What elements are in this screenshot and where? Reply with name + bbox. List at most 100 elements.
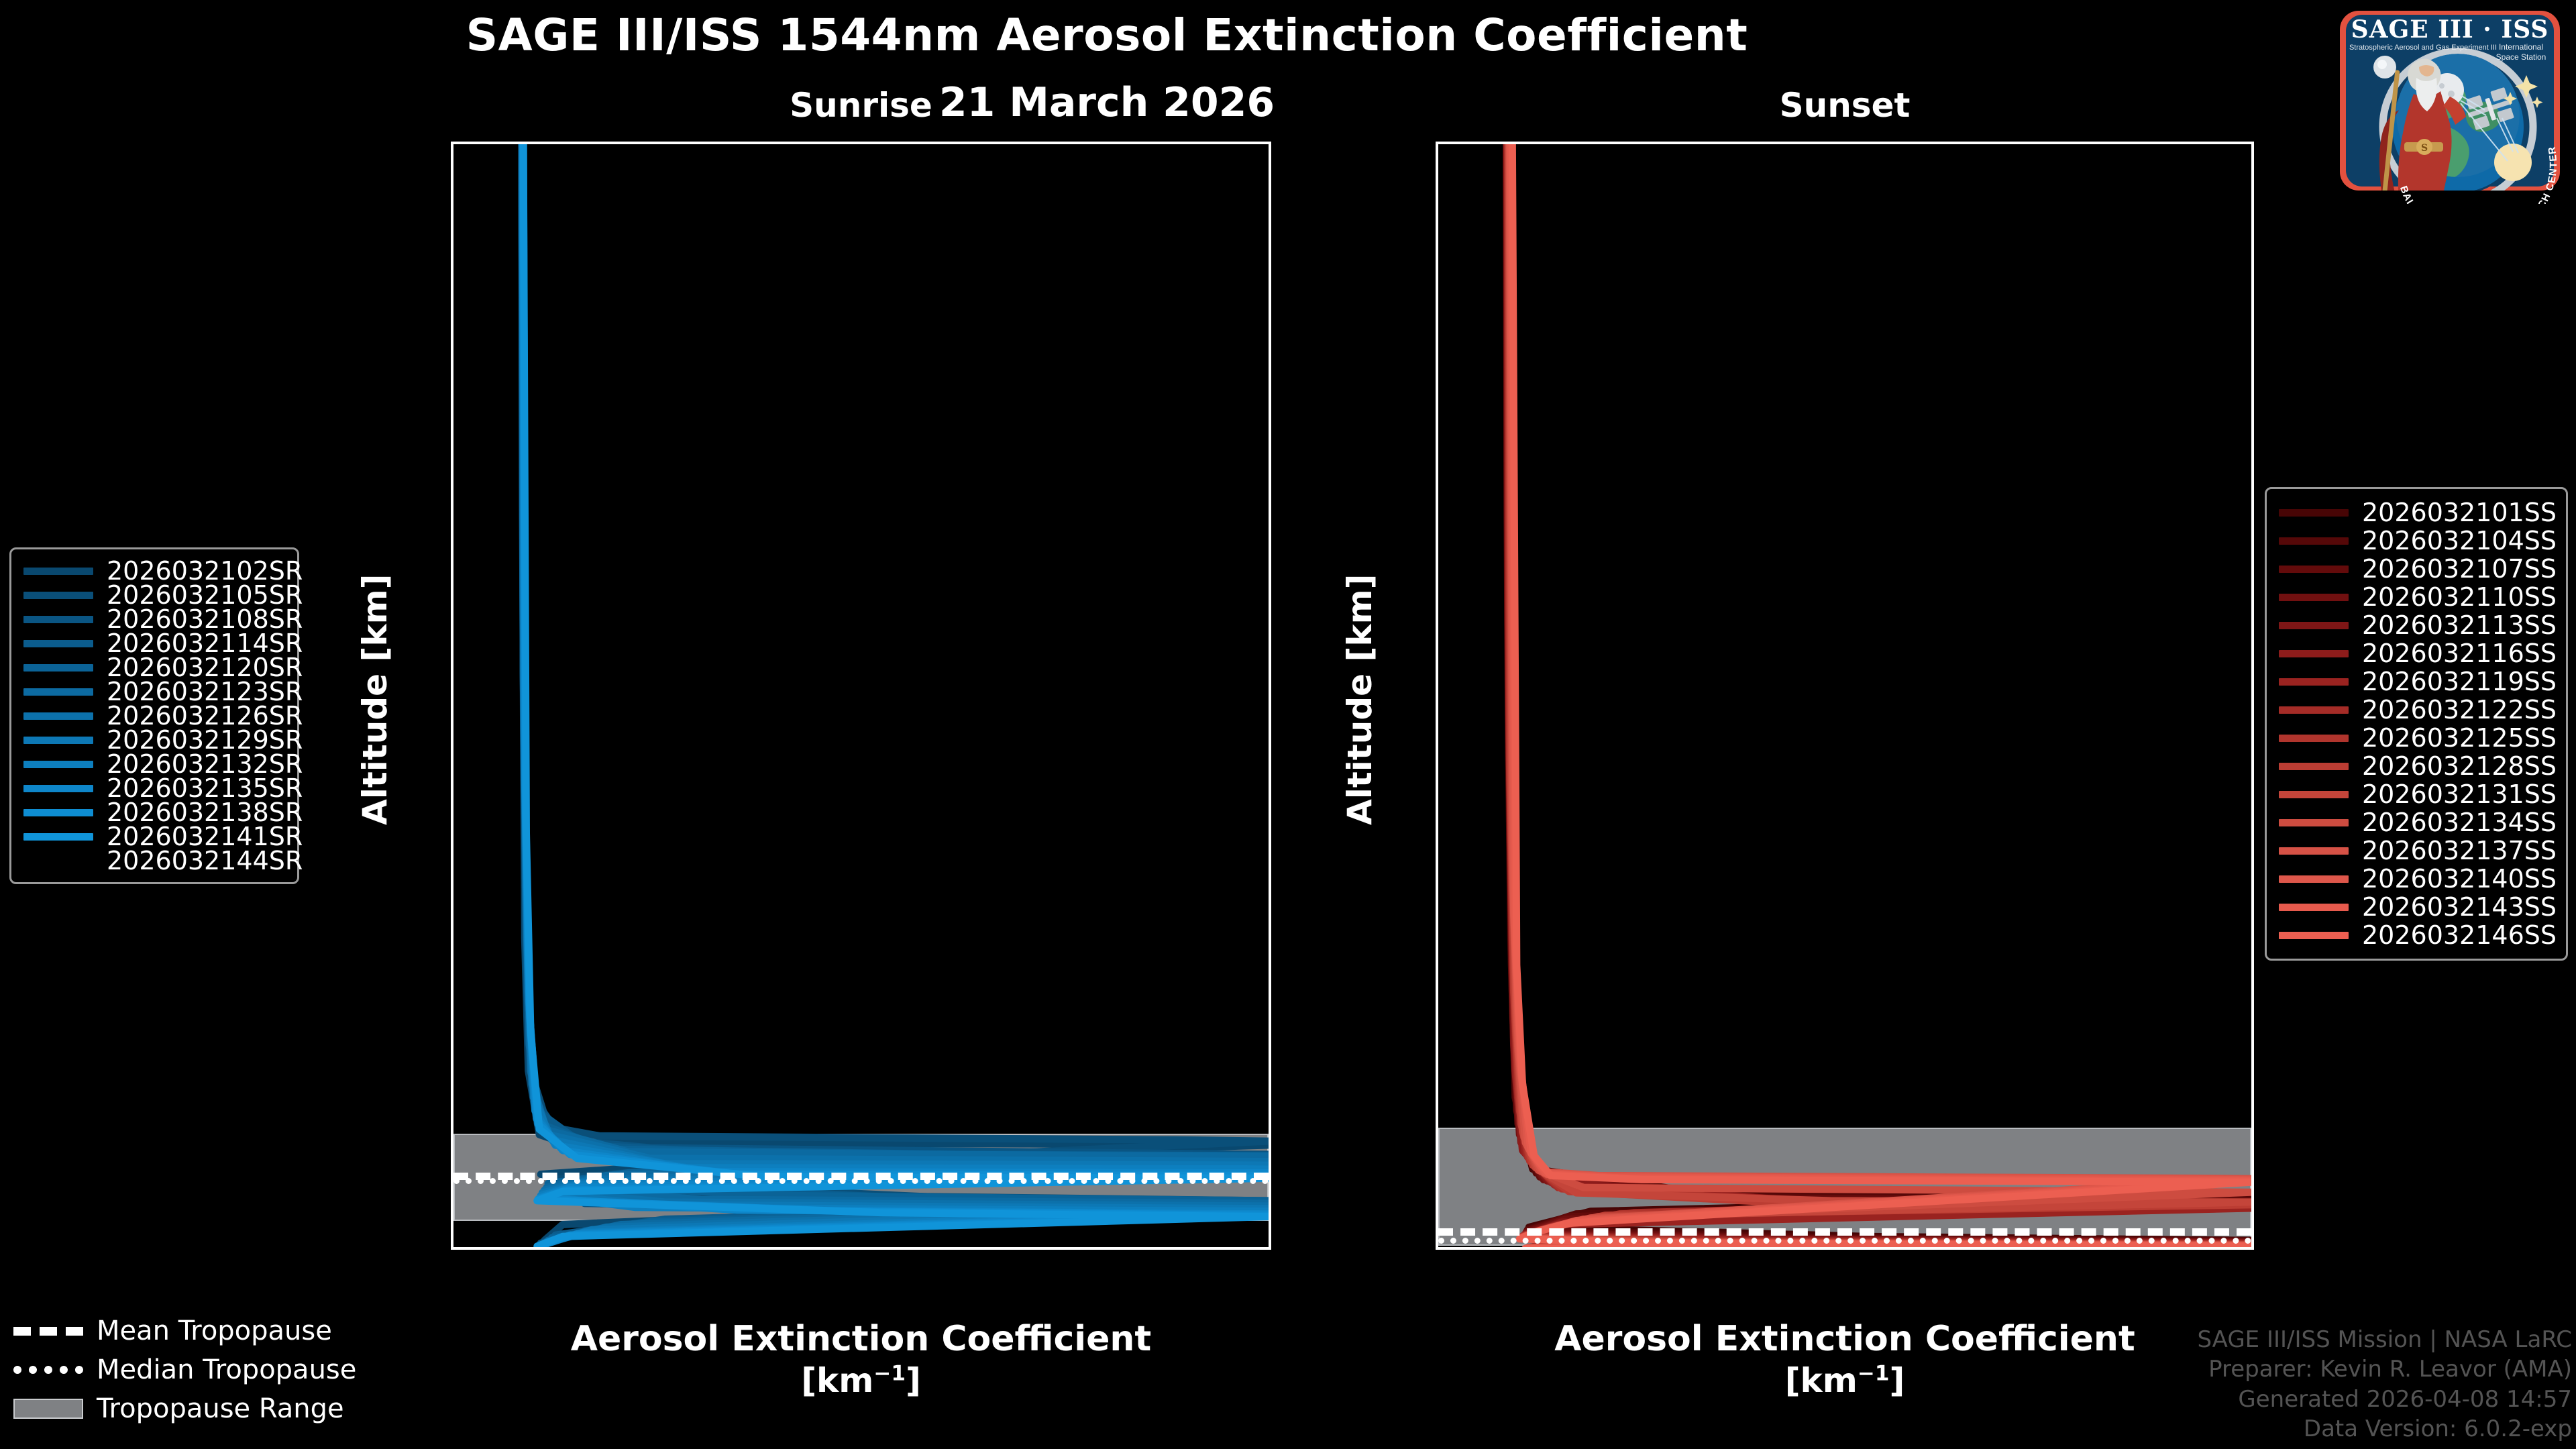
legend-item-label: 2026032104SS xyxy=(2362,526,2557,555)
series-line xyxy=(522,144,1269,1238)
legend-color-swatch xyxy=(23,833,93,841)
legend-item-label: 2026032146SS xyxy=(2362,920,2557,950)
x-axis-tick-mark xyxy=(1099,1247,1102,1250)
legend-tropopause-label: Tropopause Range xyxy=(97,1393,344,1424)
x-axis-label-sunset: Aerosol Extinction Coefficient [km−1] xyxy=(1436,1318,2254,1401)
series-line xyxy=(1509,144,2251,1247)
series-line xyxy=(523,144,1269,1246)
panel-title-sunset: Sunset xyxy=(1779,86,1911,125)
series-line xyxy=(522,144,1269,1235)
legend-sunset-item[interactable]: 2026032128SS xyxy=(2279,751,2557,781)
legend-color-swatch xyxy=(2279,734,2349,742)
legend-sunrise-item[interactable]: 2026032120SR xyxy=(23,655,303,680)
y-axis-tick-mark xyxy=(451,408,453,411)
legend-tropopause: Mean Tropopause Median Tropopause Tropopau… xyxy=(13,1311,356,1428)
legend-color-swatch xyxy=(2279,678,2349,686)
credits-line-4: Data Version: 6.0.2-exp xyxy=(2303,1415,2572,1442)
legend-sunrise-item[interactable]: 2026032126SR xyxy=(23,703,303,729)
legend-color-swatch xyxy=(2279,537,2349,545)
legend-color-swatch xyxy=(23,591,93,599)
legend-sunset-item[interactable]: 2026032101SS xyxy=(2279,498,2557,527)
legend-sunrise-item[interactable]: 2026032114SR xyxy=(23,631,303,656)
y-axis-tick-mark xyxy=(451,1202,453,1205)
legend-sunset-item[interactable]: 2026032125SS xyxy=(2279,724,2557,752)
legend-item-label: 2026032129SR xyxy=(107,725,303,755)
x-axis-tick-mark xyxy=(1245,1247,1248,1250)
legend-sunset-item[interactable]: 2026032113SS xyxy=(2279,611,2557,639)
legend-sunset-item[interactable]: 2026032122SS xyxy=(2279,695,2557,724)
legend-sunrise-item[interactable]: 2026032108SR xyxy=(23,606,303,632)
legend-sunset-item[interactable]: 2026032137SS xyxy=(2279,837,2557,865)
x-axis-label-text: Aerosol Extinction Coefficient xyxy=(570,1319,1152,1359)
legend-item-label: 2026032119SS xyxy=(2362,667,2557,696)
series-line xyxy=(522,144,1269,1243)
legend-item-label: 2026032116SS xyxy=(2362,639,2557,668)
median-tropopause-line xyxy=(1438,1238,2251,1244)
series-line xyxy=(523,144,1269,1246)
series-curves xyxy=(453,144,1269,1247)
legend-sunrise-item[interactable]: 2026032135SR xyxy=(23,775,303,801)
legend-tropopause-item[interactable]: Median Tropopause xyxy=(13,1350,356,1389)
y-axis-tick-mark xyxy=(1436,937,1438,940)
y-axis-tick-mark xyxy=(1436,672,1438,675)
legend-sunset-item[interactable]: 2026032134SS xyxy=(2279,808,2557,837)
legend-sunrise: 2026032102SR 2026032105SR 2026032108SR 2026… xyxy=(9,547,303,884)
legend-sunrise-item[interactable]: 2026032141SR xyxy=(23,824,303,849)
legend-sunset-item[interactable]: 2026032104SS xyxy=(2279,526,2557,555)
legend-sunset-item[interactable]: 2026032119SS xyxy=(2279,667,2557,696)
legend-sunrise-item[interactable]: 2026032144SR xyxy=(23,848,303,873)
legend-color-swatch xyxy=(23,688,93,696)
legend-sunrise-item[interactable]: 2026032132SR xyxy=(23,751,303,777)
mean-tropopause-line xyxy=(453,1173,1269,1181)
legend-sunset: 2026032101SS 2026032104SS 2026032107SS 2026… xyxy=(2265,487,2568,961)
dashed-line-glyph xyxy=(13,1326,83,1336)
y-axis-tick-mark xyxy=(451,143,453,146)
x-axis-label-text: Aerosol Extinction Coefficient xyxy=(1554,1319,2135,1359)
svg-text:Space Station: Space Station xyxy=(2496,52,2546,62)
legend-item-label: 2026032114SR xyxy=(107,629,303,658)
legend-sunrise-item[interactable]: 2026032129SR xyxy=(23,727,303,753)
legend-color-swatch xyxy=(23,639,93,647)
legend-item-label: 2026032141SR xyxy=(107,822,303,851)
legend-sunset-item[interactable]: 2026032116SS xyxy=(2279,639,2557,668)
legend-item-label: 2026032132SR xyxy=(107,749,303,779)
legend-color-swatch xyxy=(2279,508,2349,517)
series-line xyxy=(1509,144,2251,1247)
legend-color-swatch xyxy=(23,857,93,865)
x-axis-tick-mark xyxy=(518,1247,521,1250)
series-line xyxy=(1507,144,2251,1246)
legend-sunset-item[interactable]: 2026032131SS xyxy=(2279,780,2557,809)
x-axis-tick-mark xyxy=(1502,1247,1505,1250)
legend-sunset-item[interactable]: 2026032143SS xyxy=(2279,893,2557,921)
legend-sunset-item[interactable]: 2026032146SS xyxy=(2279,920,2557,950)
median-tropopause-line xyxy=(453,1178,1269,1185)
legend-tropopause-item[interactable]: Tropopause Range xyxy=(13,1389,344,1428)
dotted-line-icon xyxy=(13,1361,83,1379)
legend-color-swatch xyxy=(2279,875,2349,883)
legend-sunrise-item[interactable]: 2026032138SR xyxy=(23,800,303,825)
legend-tropopause-item[interactable]: Mean Tropopause xyxy=(13,1311,332,1350)
legend-sunrise-item[interactable]: 2026032123SR xyxy=(23,679,303,704)
page-title: SAGE III/ISS 1544nm Aerosol Extinction C… xyxy=(466,9,1748,61)
legend-sunset-item[interactable]: 2026032140SS xyxy=(2279,865,2557,893)
legend-sunset-item[interactable]: 2026032107SS xyxy=(2279,555,2557,583)
legend-item-label: 2026032126SR xyxy=(107,701,303,731)
credits-block: SAGE III/ISS Mission | NASA LaRC Prepare… xyxy=(2197,1325,2572,1444)
legend-item-label: 2026032108SR xyxy=(107,604,303,634)
series-line xyxy=(1512,144,2251,1247)
series-line xyxy=(523,144,1269,1246)
legend-color-swatch xyxy=(23,567,93,575)
y-axis-tick-mark xyxy=(1436,1070,1438,1073)
x-axis-tick-mark xyxy=(955,1247,957,1250)
legend-item-label: 2026032128SS xyxy=(2362,751,2557,781)
legend-color-swatch xyxy=(2279,593,2349,601)
legend-item-label: 2026032120SR xyxy=(107,653,303,682)
legend-sunset-item[interactable]: 2026032110SS xyxy=(2279,583,2557,611)
legend-item-label: 2026032122SS xyxy=(2362,695,2557,724)
legend-item-label: 2026032131SS xyxy=(2362,780,2557,809)
legend-color-swatch xyxy=(2279,762,2349,770)
legend-sunrise-item[interactable]: 2026032105SR xyxy=(23,582,303,608)
legend-sunrise-item[interactable]: 2026032102SR xyxy=(23,558,303,584)
series-line xyxy=(1510,144,2251,1247)
x-axis-unit: [km−1] xyxy=(1784,1361,1905,1401)
